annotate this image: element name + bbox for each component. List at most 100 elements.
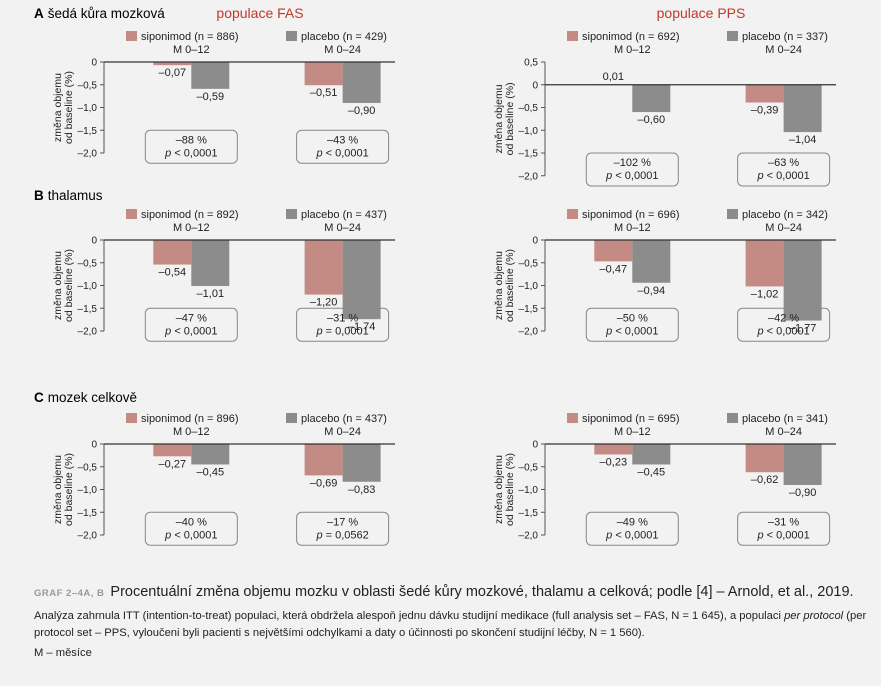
category-label: M 0–12 (173, 426, 210, 438)
legend-label-placebo: placebo (n = 337) (742, 31, 828, 43)
stat-box (737, 307, 831, 342)
y-tick-label: –2,0 (519, 531, 539, 542)
y-axis-label-line2: od baseline (%) (504, 82, 516, 155)
legend-swatch-placebo (727, 31, 738, 41)
bar-siponimod (153, 444, 192, 457)
stat-pvalue: p < 0,0001 (756, 325, 809, 337)
y-tick-label: –0,5 (78, 80, 98, 91)
stat-box (585, 152, 679, 187)
y-tick-label: 0,5 (524, 58, 538, 69)
stat-pvalue-symbol: p (605, 529, 612, 541)
y-tick-label: –2,0 (78, 531, 98, 542)
stat-pvalue-text: < 0,0001 (612, 325, 658, 337)
stat-pvalue-text: < 0,0001 (171, 529, 217, 541)
bar-value-label: –1,01 (197, 288, 225, 300)
category-label: M 0–12 (614, 426, 651, 438)
y-tick-label: –0,5 (519, 258, 539, 269)
legend-label-siponimod: siponimod (n = 696) (582, 209, 680, 221)
stat-box (585, 307, 679, 342)
y-tick-label: –1,0 (519, 485, 539, 496)
y-axis-label-line1: změna objemu (52, 73, 64, 142)
bar-value-label: –1,74 (348, 321, 376, 333)
stat-pvalue: p < 0,0001 (756, 170, 809, 182)
stat-pvalue-text: < 0,0001 (612, 170, 658, 182)
bar-siponimod (745, 84, 784, 103)
stat-pvalue: p < 0,0001 (756, 529, 809, 541)
stat-pvalue-symbol: p (756, 170, 763, 182)
category-label: M 0–24 (324, 222, 361, 234)
bar-value-label: 0,01 (603, 71, 624, 83)
y-tick-label: 0 (91, 58, 97, 69)
category-label: M 0–24 (324, 44, 361, 56)
y-tick-label: –1,5 (78, 304, 98, 315)
caption-label: GRAF 2–4A, B (34, 588, 105, 599)
category-label: M 0–24 (324, 426, 361, 438)
bar-value-label: –1,02 (751, 288, 779, 300)
bar-value-label: –1,77 (789, 323, 817, 335)
legend-label-siponimod: siponimod (n = 886) (141, 31, 239, 43)
stat-pvalue-text: < 0,0001 (612, 529, 658, 541)
y-axis-label-line1: změna objemu (52, 251, 64, 320)
stat-percent: –43 % (327, 134, 358, 146)
y-tick-label: –1,0 (78, 103, 98, 114)
bar-siponimod (304, 240, 343, 295)
chart-b-pps: změna objemuod baseline (%) 0 –0,5 –1,0 –1,5… (493, 209, 836, 342)
section-letter-b: B (34, 188, 44, 203)
category-label: M 0–24 (765, 426, 802, 438)
y-axis-label-line2: od baseline (%) (63, 249, 75, 322)
legend-label-placebo: placebo (n = 342) (742, 209, 828, 221)
stat-pvalue-text: = 0,0562 (323, 529, 369, 541)
bar-value-label: –0,83 (348, 484, 376, 496)
stat-pvalue-symbol: p (605, 170, 612, 182)
legend-label-placebo: placebo (n = 429) (301, 31, 387, 43)
stat-percent: –50 % (617, 312, 648, 324)
y-axis-label: změna objemuod baseline (%) (52, 71, 75, 144)
section-letter-c: C (34, 390, 44, 405)
y-tick-label: 0 (91, 236, 97, 247)
section-name-a: šedá kůra mozková (48, 6, 166, 21)
stat-pvalue-text: < 0,0001 (323, 147, 369, 159)
bar-placebo (191, 62, 230, 89)
bar-value-label: –1,20 (310, 297, 338, 309)
y-tick-label: –0,5 (519, 462, 539, 473)
y-tick-label: –1,5 (78, 508, 98, 519)
bar-placebo (783, 444, 822, 485)
y-axis-label-line1: změna objemu (493, 455, 505, 524)
legend-swatch-placebo (286, 209, 297, 219)
bar-value-label: –0,90 (789, 487, 817, 499)
bar-placebo (342, 240, 381, 320)
caption-title: Procentuální změna objemu mozku v oblast… (110, 584, 854, 600)
y-tick-label: –1,5 (519, 508, 539, 519)
caption-text-part1: Analýza zahrnula ITT (intention-to-treat… (34, 610, 785, 622)
stat-box (737, 511, 831, 546)
stat-percent: –17 % (327, 516, 358, 528)
legend-label-placebo: placebo (n = 437) (301, 413, 387, 425)
stat-percent: –63 % (768, 157, 799, 169)
bar-placebo (342, 444, 381, 482)
stat-percent: –88 % (176, 134, 207, 146)
stat-box (737, 152, 831, 187)
stat-pvalue-text: < 0,0001 (764, 529, 810, 541)
y-tick-label: 0 (532, 236, 538, 247)
stat-pvalue-symbol: p (315, 529, 322, 541)
legend-swatch-placebo (286, 413, 297, 423)
y-tick-label: –1,0 (519, 281, 539, 292)
bar-value-label: –0,54 (159, 267, 187, 279)
stat-box (296, 511, 390, 546)
y-tick-label: –0,5 (78, 258, 98, 269)
stat-pvalue: p < 0,0001 (164, 325, 217, 337)
category-label: M 0–12 (173, 222, 210, 234)
stat-pvalue: p < 0,0001 (605, 325, 658, 337)
stat-pvalue-text: = 0,0001 (323, 325, 369, 337)
section-letter-a: A (34, 6, 44, 21)
y-axis-label-line1: změna objemu (493, 251, 505, 320)
bar-placebo (783, 84, 822, 133)
category-label: M 0–12 (614, 222, 651, 234)
y-axis-label: změna objemuod baseline (%) (52, 249, 75, 322)
stat-pvalue: p = 0,0001 (315, 325, 368, 337)
y-axis-label: změna objemuod baseline (%) (52, 453, 75, 526)
stat-pvalue-text: < 0,0001 (764, 325, 810, 337)
